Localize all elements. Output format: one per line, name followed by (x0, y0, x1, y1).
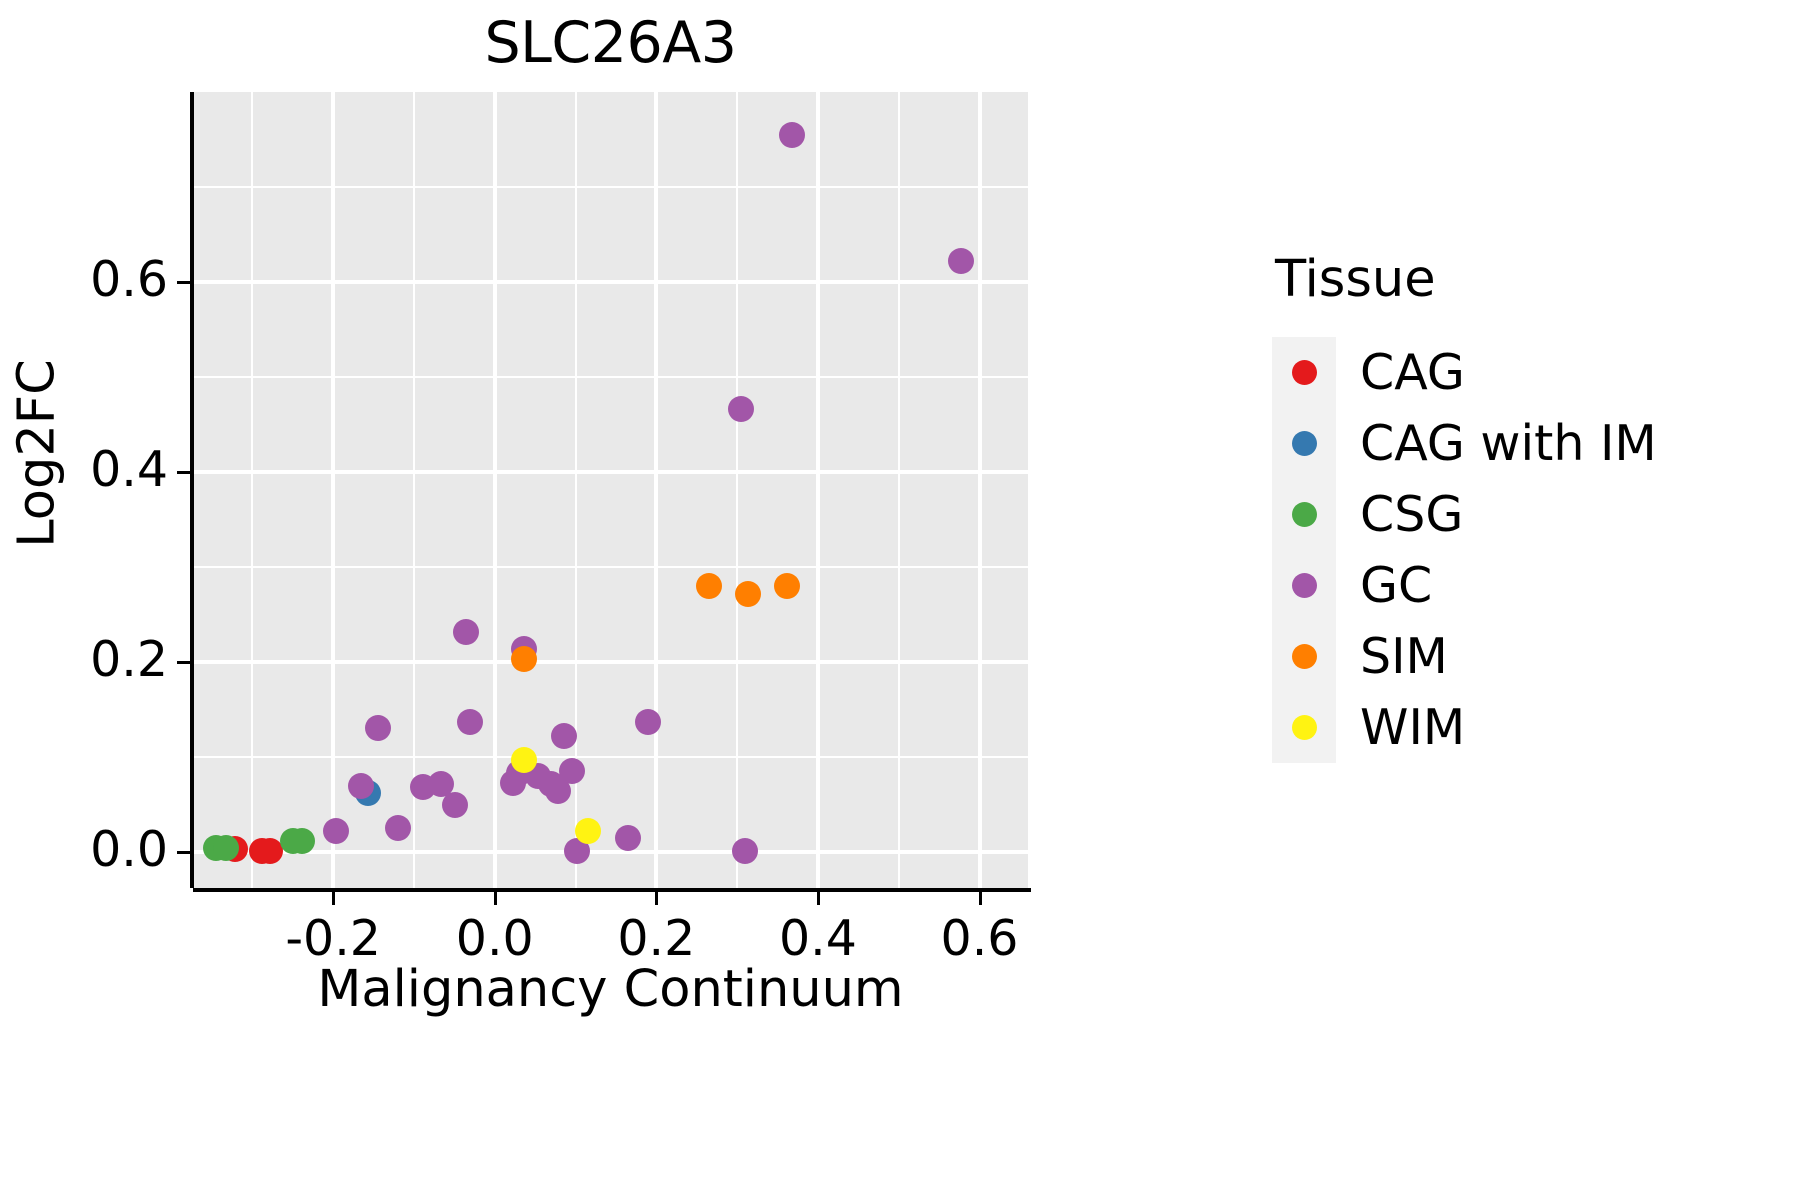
x-axis-tick-label: -0.2 (285, 910, 381, 967)
legend-dot-icon (1291, 715, 1317, 740)
legend-dot-icon (1291, 431, 1317, 456)
gridline-major-horizontal (193, 279, 1028, 284)
data-point (428, 770, 455, 797)
data-point (574, 818, 601, 844)
legend-item-label: CAG with IM (1360, 415, 1657, 472)
y-axis-tick (177, 660, 190, 664)
legend-title: Tissue (1275, 250, 1436, 309)
gridline-major-vertical (654, 92, 659, 888)
data-point (456, 708, 483, 735)
legend: Tissue CAG CAG with IM CSG GC SIM WIM (1245, 250, 1765, 763)
y-axis-tick-label: 0.6 (90, 250, 168, 308)
data-point (551, 723, 578, 750)
data-point (695, 572, 722, 599)
legend-dot-icon (1291, 644, 1317, 669)
data-point (510, 646, 537, 673)
data-point (452, 618, 479, 645)
y-axis-tick-label: 0.4 (90, 440, 168, 498)
legend-swatch-icon (1272, 550, 1336, 621)
legend-swatch-icon (1272, 337, 1336, 408)
gridline-major-vertical (492, 92, 497, 888)
legend-item-wim[interactable]: WIM (1245, 692, 1765, 763)
gridline-minor-horizontal (193, 375, 1028, 378)
data-point (559, 758, 586, 785)
data-point (289, 828, 316, 855)
x-axis-tick (493, 892, 497, 905)
x-axis-line (193, 888, 1031, 892)
y-axis-tick (177, 470, 190, 474)
data-point (774, 572, 801, 599)
x-axis-label: Malignancy Continuum (317, 960, 904, 1019)
gridline-minor-vertical (897, 92, 900, 888)
legend-item-cag[interactable]: CAG (1245, 337, 1765, 408)
gridline-major-horizontal (193, 659, 1028, 664)
y-axis-line (190, 92, 194, 888)
data-point (442, 792, 469, 819)
gridline-minor-horizontal (193, 565, 1028, 568)
gridline-minor-horizontal (193, 755, 1028, 758)
legend-key-background (1272, 337, 1336, 763)
data-point (348, 773, 375, 800)
data-point (734, 581, 761, 608)
y-axis-tick (177, 850, 190, 854)
data-point (364, 715, 391, 742)
data-point (947, 248, 974, 275)
data-point (510, 746, 537, 773)
x-axis-tick (816, 892, 820, 905)
legend-item-sim[interactable]: SIM (1245, 621, 1765, 692)
legend-swatch-icon (1272, 692, 1336, 763)
gridline-minor-vertical (412, 92, 415, 888)
legend-dot-icon (1291, 573, 1317, 598)
legend-swatch-icon (1272, 408, 1336, 479)
legend-swatch-icon (1272, 479, 1336, 550)
legend-item-cag-with-im[interactable]: CAG with IM (1245, 408, 1765, 479)
legend-item-label: GC (1360, 557, 1433, 614)
data-point (212, 835, 239, 862)
data-point (615, 824, 642, 851)
data-point (257, 837, 284, 864)
gridline-major-horizontal (193, 469, 1028, 474)
y-axis-tick (177, 280, 190, 284)
page-title: SLC26A3 (484, 10, 737, 76)
x-axis-tick (655, 892, 659, 905)
gridline-major-vertical (977, 92, 982, 888)
gridline-minor-vertical (736, 92, 739, 888)
data-point (635, 708, 662, 735)
gridline-minor-vertical (251, 92, 254, 888)
data-point (779, 121, 806, 148)
legend-item-label: CAG (1360, 344, 1465, 401)
legend-item-gc[interactable]: GC (1245, 550, 1765, 621)
data-point (323, 818, 350, 844)
gridline-minor-vertical (574, 92, 577, 888)
x-axis-tick-label: 0.0 (455, 910, 534, 967)
x-axis-tick-label: 0.4 (778, 910, 857, 967)
legend-item-label: WIM (1360, 699, 1466, 756)
legend-item-label: SIM (1360, 628, 1448, 685)
legend-swatch-icon (1272, 621, 1336, 692)
x-axis-tick-label: 0.2 (617, 910, 696, 967)
gridline-major-vertical (815, 92, 820, 888)
data-point (732, 837, 759, 864)
gridline-minor-horizontal (193, 185, 1028, 188)
legend-dot-icon (1291, 502, 1317, 527)
legend-entries: CAG CAG with IM CSG GC SIM WIM (1245, 337, 1765, 763)
plot-panel (193, 92, 1028, 888)
legend-dot-icon (1291, 360, 1317, 385)
x-axis-tick (332, 892, 336, 905)
y-axis-tick-label: 0.2 (90, 630, 168, 688)
legend-item-label: CSG (1360, 486, 1464, 543)
data-point (728, 396, 755, 423)
x-axis-tick (978, 892, 982, 905)
gridline-major-vertical (331, 92, 336, 888)
legend-item-csg[interactable]: CSG (1245, 479, 1765, 550)
y-axis-tick-label: 0.0 (90, 820, 168, 878)
x-axis-tick-label: 0.6 (940, 910, 1019, 967)
data-point (384, 815, 411, 842)
gridline-major-horizontal (193, 849, 1028, 854)
